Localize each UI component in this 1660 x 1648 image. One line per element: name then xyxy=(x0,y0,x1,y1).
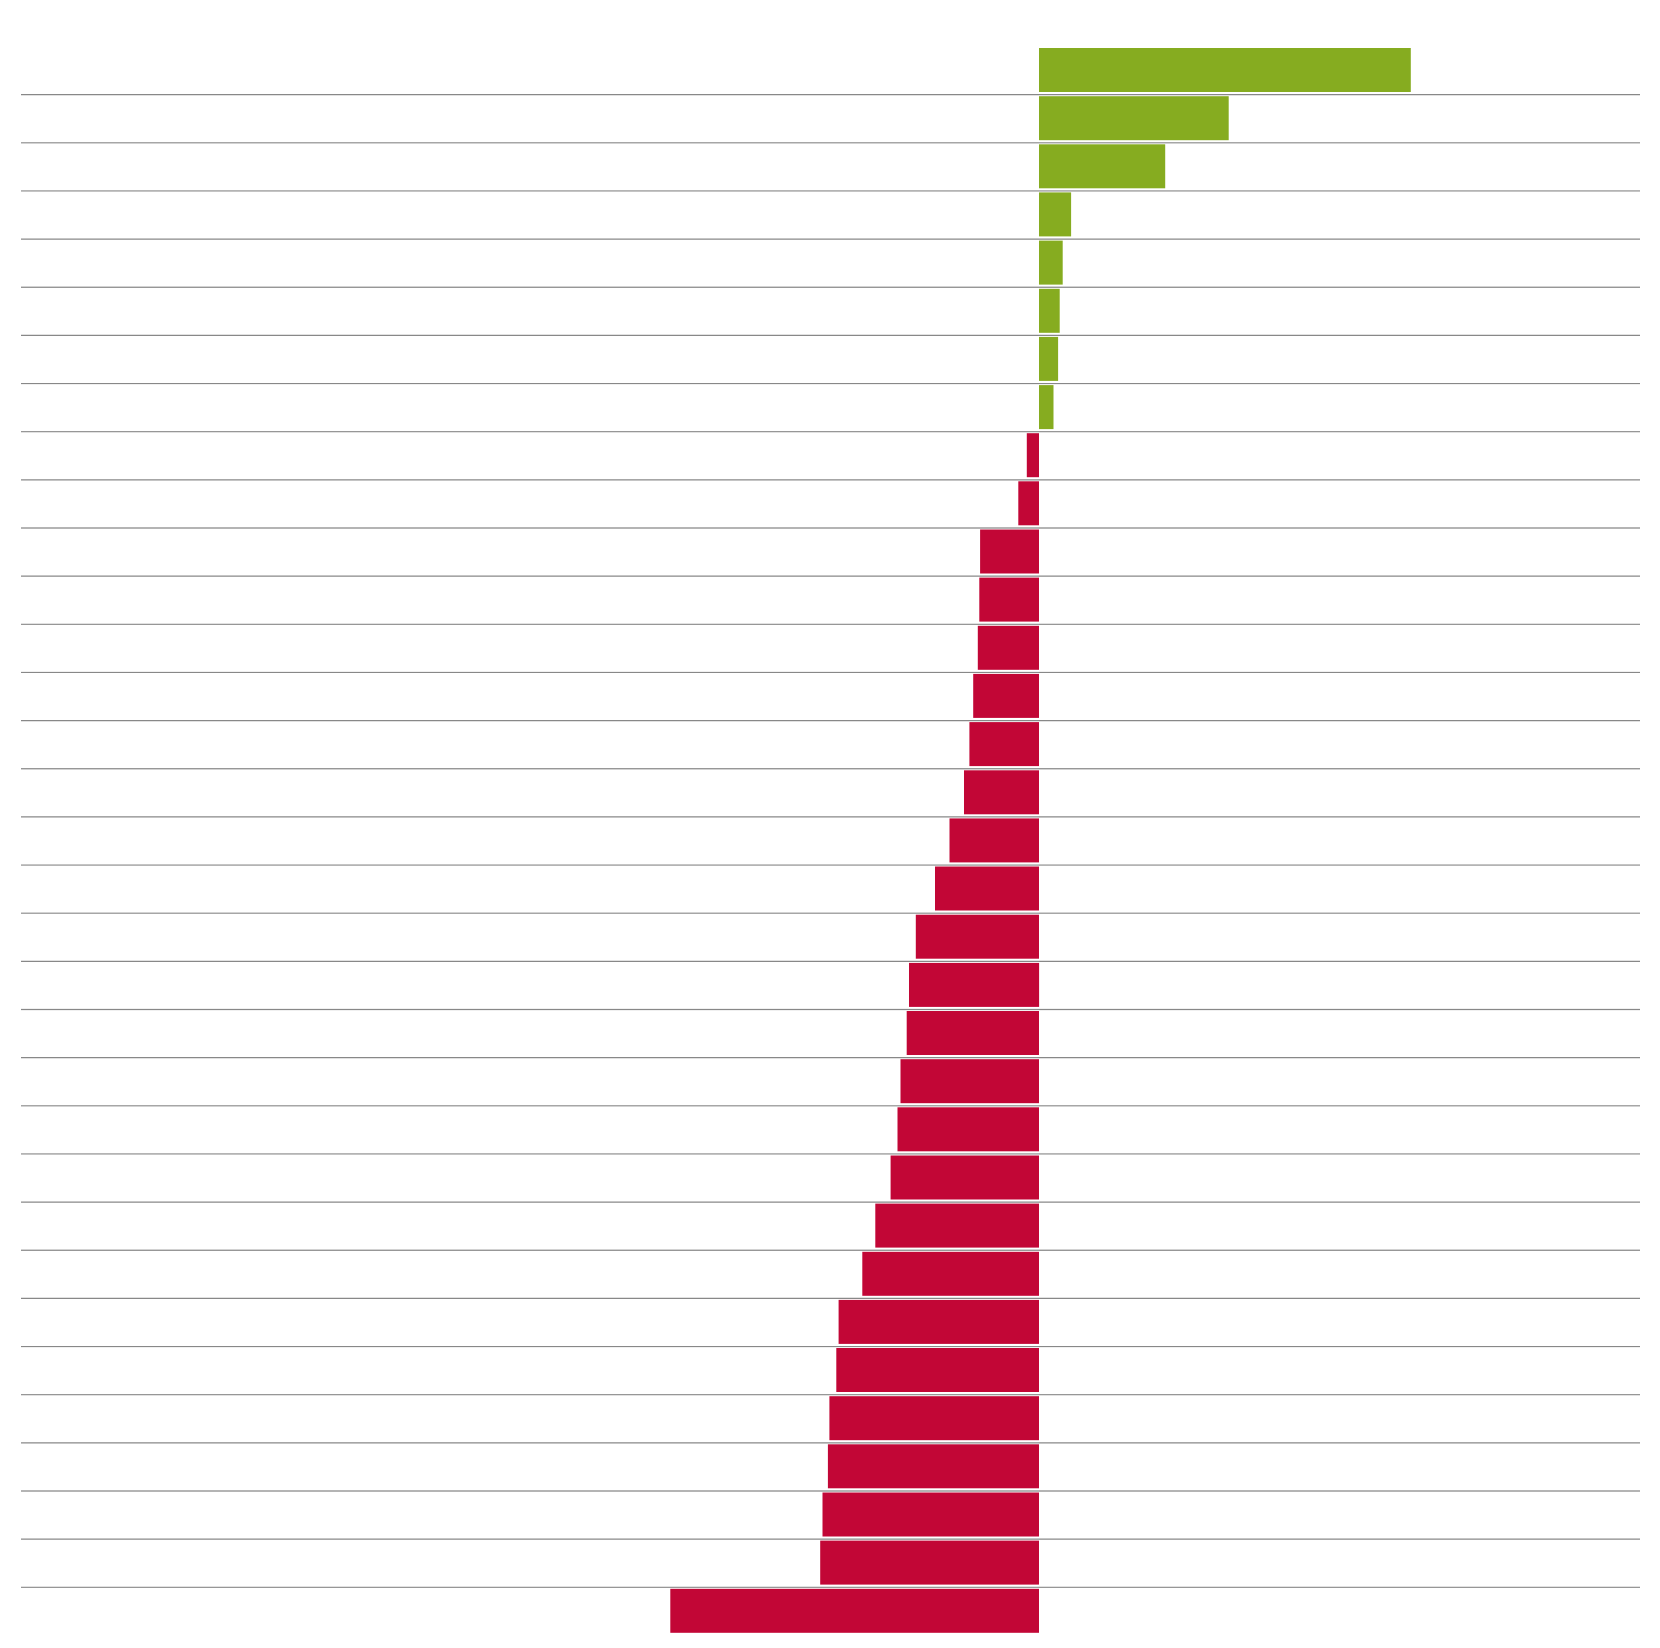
bar-positive xyxy=(1039,240,1063,285)
bar-negative xyxy=(822,1492,1039,1537)
bar-positive xyxy=(1039,48,1411,92)
bar-negative xyxy=(820,1540,1039,1585)
bar-negative xyxy=(900,1059,1039,1104)
bar-negative xyxy=(862,1251,1039,1296)
bar-negative xyxy=(980,529,1039,574)
bars xyxy=(670,48,1411,1633)
bar-negative xyxy=(969,722,1039,767)
bar-negative xyxy=(838,1299,1039,1344)
bar-negative xyxy=(1018,481,1039,526)
bar-positive xyxy=(1039,288,1060,333)
bar-negative xyxy=(949,818,1039,863)
bar-negative xyxy=(935,866,1039,911)
bar-positive xyxy=(1039,192,1072,237)
bar-positive xyxy=(1039,385,1054,430)
bar-negative xyxy=(827,1444,1039,1489)
bar-negative xyxy=(909,962,1040,1007)
bar-negative xyxy=(836,1348,1039,1392)
bar-negative xyxy=(973,673,1039,718)
bar-negative xyxy=(890,1155,1039,1200)
bar-negative xyxy=(979,577,1039,622)
bar-negative xyxy=(897,1107,1039,1152)
bar-negative xyxy=(906,1011,1039,1055)
bar-negative xyxy=(977,625,1039,670)
bar-positive xyxy=(1039,144,1166,189)
bar-positive xyxy=(1039,336,1059,381)
bar-negative xyxy=(964,770,1039,815)
bar-negative xyxy=(915,914,1039,959)
gridlines xyxy=(21,94,1640,1588)
bar-negative xyxy=(875,1203,1039,1248)
bar-negative xyxy=(829,1396,1039,1441)
bar-positive xyxy=(1039,96,1229,141)
bar-negative xyxy=(670,1588,1039,1633)
bar-negative xyxy=(1026,433,1039,478)
